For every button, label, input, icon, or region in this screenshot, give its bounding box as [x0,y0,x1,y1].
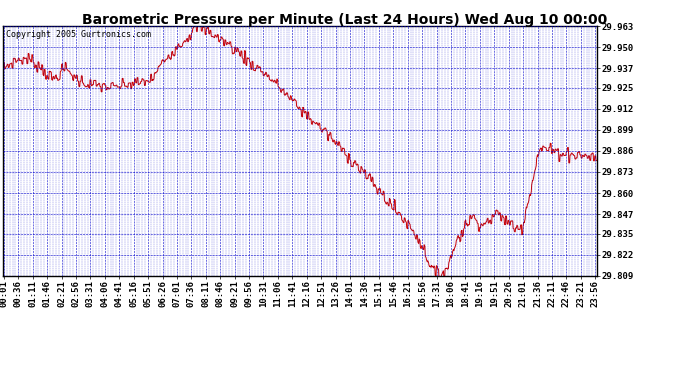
Text: Copyright 2005 Gurtronics.com: Copyright 2005 Gurtronics.com [6,30,151,39]
Text: Barometric Pressure per Minute (Last 24 Hours) Wed Aug 10 00:00: Barometric Pressure per Minute (Last 24 … [82,13,608,27]
